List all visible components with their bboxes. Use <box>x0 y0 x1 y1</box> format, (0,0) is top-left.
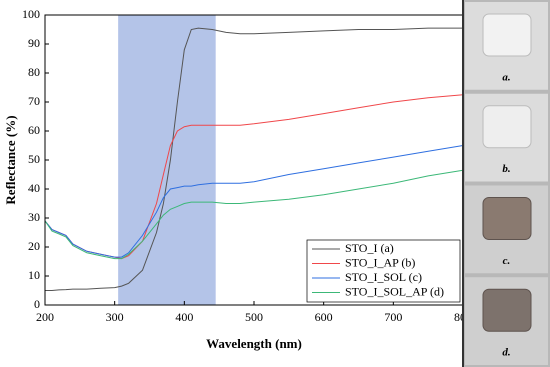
y-tick-label: 0 <box>34 297 40 311</box>
legend-label: STO_I (a) <box>345 241 394 255</box>
y-tick-label: 80 <box>28 65 40 79</box>
x-axis-label: Wavelength (nm) <box>206 336 302 351</box>
series-line <box>44 145 464 258</box>
photo-label: c. <box>503 255 511 267</box>
x-tick-label: 700 <box>384 310 402 324</box>
photo-label: b. <box>502 163 510 175</box>
y-tick-label: 10 <box>28 268 40 282</box>
y-tick-label: 90 <box>28 36 40 50</box>
x-tick-label: 400 <box>175 310 193 324</box>
series-line <box>44 94 464 260</box>
y-tick-label: 70 <box>28 94 40 108</box>
y-tick-label: 30 <box>28 210 40 224</box>
x-tick-label: 600 <box>315 310 333 324</box>
sample <box>482 105 532 149</box>
series-line <box>44 169 464 260</box>
x-tick-label: 200 <box>36 310 54 324</box>
y-axis-label: Reflectance (%) <box>3 115 18 204</box>
x-tick-label: 500 <box>245 310 263 324</box>
sample <box>482 197 532 240</box>
sample <box>482 13 532 57</box>
photo-label: a. <box>502 71 510 83</box>
legend-box <box>306 239 461 303</box>
y-tick-label: 60 <box>28 123 40 137</box>
legend-label: STO_I_SOL_AP (d) <box>345 284 444 298</box>
y-tick-label: 20 <box>28 239 40 253</box>
photo-label: d. <box>502 347 510 359</box>
legend-label: STO_I_AP (b) <box>345 255 415 269</box>
y-tick-label: 100 <box>22 7 40 21</box>
series-line <box>45 27 463 291</box>
y-tick-label: 50 <box>28 152 40 166</box>
y-tick-label: 40 <box>28 181 40 195</box>
sample <box>482 288 532 332</box>
x-tick-label: 300 <box>106 310 124 324</box>
legend-label: STO_I_SOL (c) <box>345 270 422 284</box>
